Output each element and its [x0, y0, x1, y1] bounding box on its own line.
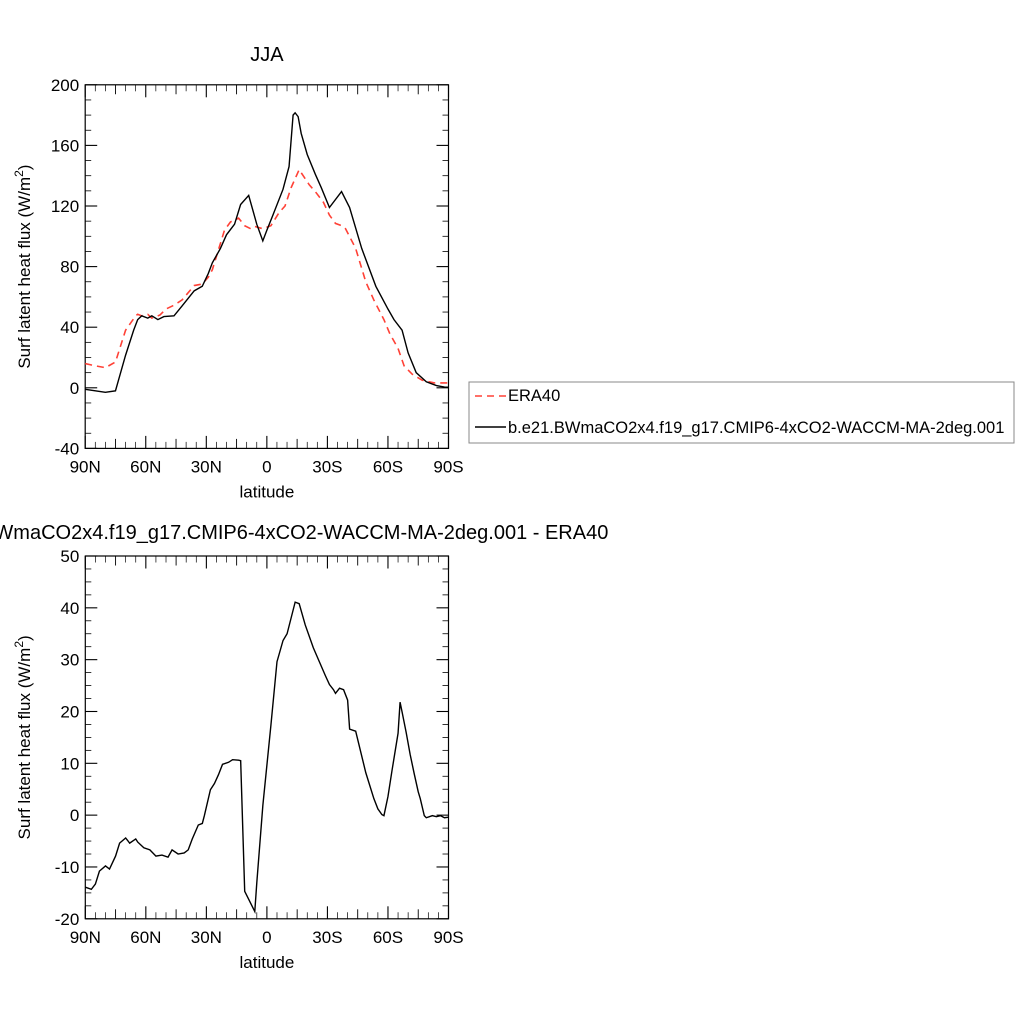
- svg-text:b.e21.BWmaCO2x4.f19_g17.CMIP6-: b.e21.BWmaCO2x4.f19_g17.CMIP6-4xCO2-WACC…: [0, 522, 608, 544]
- svg-text:0: 0: [70, 806, 79, 825]
- svg-text:60N: 60N: [130, 928, 161, 947]
- svg-text:90N: 90N: [70, 928, 101, 947]
- svg-text:30N: 30N: [191, 928, 222, 947]
- svg-text:200: 200: [51, 76, 79, 95]
- svg-text:0: 0: [70, 379, 79, 398]
- svg-text:50: 50: [60, 547, 79, 566]
- svg-text:ERA40: ERA40: [508, 387, 560, 405]
- svg-text:-40: -40: [55, 439, 80, 458]
- svg-text:60S: 60S: [373, 928, 403, 947]
- svg-text:latitude: latitude: [239, 482, 294, 501]
- svg-text:Surf latent heat flux (W/m2): Surf latent heat flux (W/m2): [12, 165, 34, 369]
- svg-text:90N: 90N: [70, 457, 101, 476]
- svg-text:10: 10: [60, 754, 79, 773]
- svg-text:b.e21.BWmaCO2x4.f19_g17.CMIP6-: b.e21.BWmaCO2x4.f19_g17.CMIP6-4xCO2-WACC…: [508, 419, 1004, 437]
- svg-text:latitude: latitude: [239, 953, 294, 972]
- svg-text:120: 120: [51, 197, 79, 216]
- svg-text:60S: 60S: [373, 457, 403, 476]
- svg-text:30: 30: [60, 651, 79, 670]
- svg-text:30N: 30N: [191, 457, 222, 476]
- svg-text:160: 160: [51, 136, 79, 155]
- svg-text:90S: 90S: [433, 457, 463, 476]
- svg-text:20: 20: [60, 702, 79, 721]
- svg-text:0: 0: [262, 928, 271, 947]
- svg-text:0: 0: [262, 457, 271, 476]
- svg-text:-10: -10: [55, 858, 80, 877]
- svg-text:Surf latent heat flux (W/m2): Surf latent heat flux (W/m2): [12, 635, 34, 839]
- svg-text:30S: 30S: [312, 928, 342, 947]
- svg-text:30S: 30S: [312, 457, 342, 476]
- svg-text:60N: 60N: [130, 457, 161, 476]
- svg-text:JJA: JJA: [250, 44, 284, 66]
- svg-text:40: 40: [60, 599, 79, 618]
- svg-text:-20: -20: [55, 910, 80, 929]
- svg-text:40: 40: [60, 318, 79, 337]
- svg-text:80: 80: [60, 258, 79, 277]
- svg-text:90S: 90S: [433, 928, 463, 947]
